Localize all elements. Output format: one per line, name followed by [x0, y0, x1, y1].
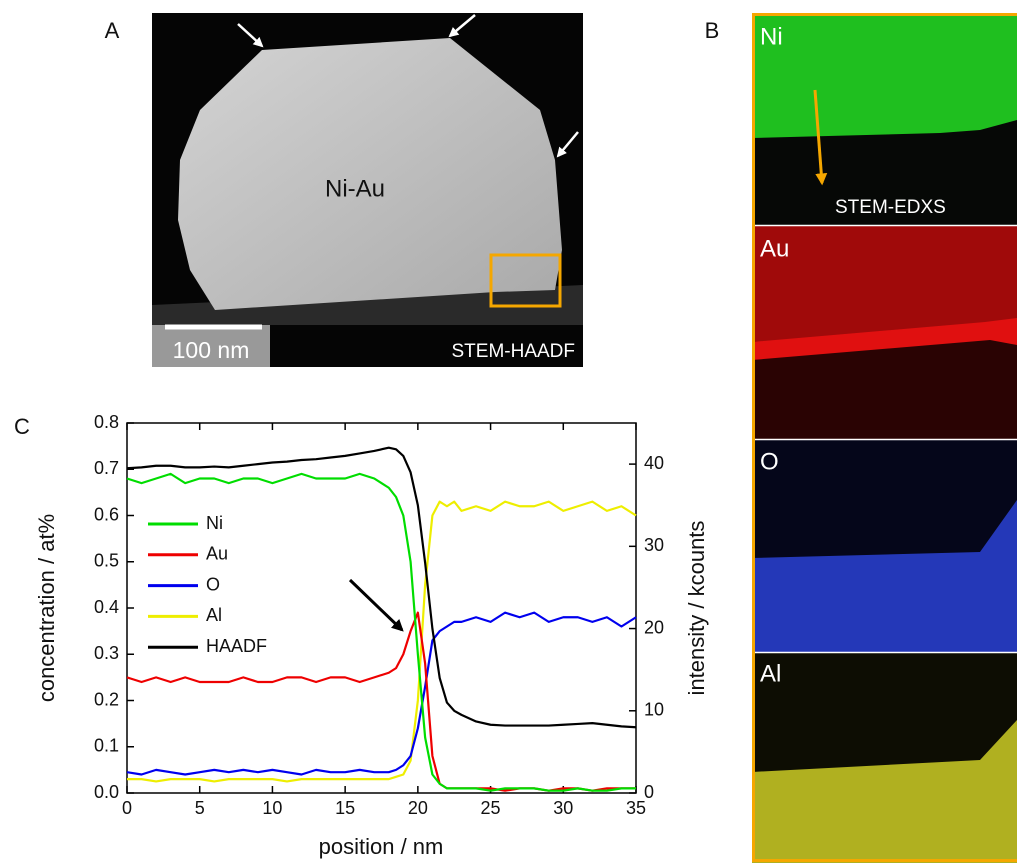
- element-label: Au: [760, 235, 789, 262]
- y-tick-label: 0.3: [94, 643, 119, 663]
- panel-label: B: [705, 18, 720, 43]
- haadf-image: Ni-Au 100 nm STEM-HAADF: [152, 13, 583, 367]
- y2-tick-label: 40: [644, 453, 664, 473]
- y-tick-label: 0.2: [94, 689, 119, 709]
- x-tick-label: 35: [626, 798, 646, 818]
- y-tick-label: 0.8: [94, 412, 119, 432]
- element-label: O: [760, 448, 779, 475]
- legend-label: Al: [206, 605, 222, 625]
- y-tick-label: 0.5: [94, 551, 119, 571]
- x-tick-label: 30: [553, 798, 573, 818]
- series-line: [126, 611, 637, 776]
- series-line: [126, 472, 636, 792]
- method-label: STEM-HAADF: [452, 341, 576, 362]
- y2-axis-title: intensity / kcounts: [684, 521, 709, 696]
- series-line: [126, 446, 637, 729]
- element-label: Al: [760, 660, 781, 687]
- y2-tick-label: 0: [644, 782, 654, 802]
- x-tick-label: 15: [335, 798, 355, 818]
- x-tick-label: 0: [122, 798, 132, 818]
- x-tick-label: 20: [408, 798, 428, 818]
- x-tick-label: 10: [262, 798, 282, 818]
- method-label: STEM-EDXS: [835, 197, 946, 218]
- series-line: [127, 500, 637, 783]
- y-tick-label: 0.0: [94, 782, 119, 802]
- scale-bar-label: 100 nm: [173, 337, 250, 363]
- y2-tick-label: 10: [644, 700, 664, 720]
- panel-label: A: [105, 18, 120, 43]
- x-axis-title: position / nm: [319, 834, 444, 859]
- x-tick-label: 25: [481, 798, 501, 818]
- y-tick-label: 0.1: [94, 736, 119, 756]
- legend-label: HAADF: [206, 636, 267, 656]
- y-axis-title: concentration / at%: [34, 514, 59, 702]
- legend-label: Ni: [206, 513, 223, 533]
- y2-tick-label: 20: [644, 617, 664, 637]
- y-tick-label: 0.4: [94, 597, 119, 617]
- legend-label: Au: [206, 544, 228, 564]
- profile-chart: concentration / at% intensity / kcounts …: [34, 412, 709, 859]
- series-line: [126, 611, 636, 792]
- y-tick-label: 0.7: [94, 458, 119, 478]
- edxs-maps: Ni Au O Al STEM-EDXS: [752, 13, 1017, 863]
- x-tick-label: 5: [195, 798, 205, 818]
- particle-label: Ni-Au: [325, 175, 385, 202]
- panel-label: C: [14, 414, 30, 439]
- legend-label: O: [206, 574, 220, 594]
- element-label: Ni: [760, 23, 783, 50]
- y-tick-label: 0.6: [94, 504, 119, 524]
- y2-tick-label: 30: [644, 535, 664, 555]
